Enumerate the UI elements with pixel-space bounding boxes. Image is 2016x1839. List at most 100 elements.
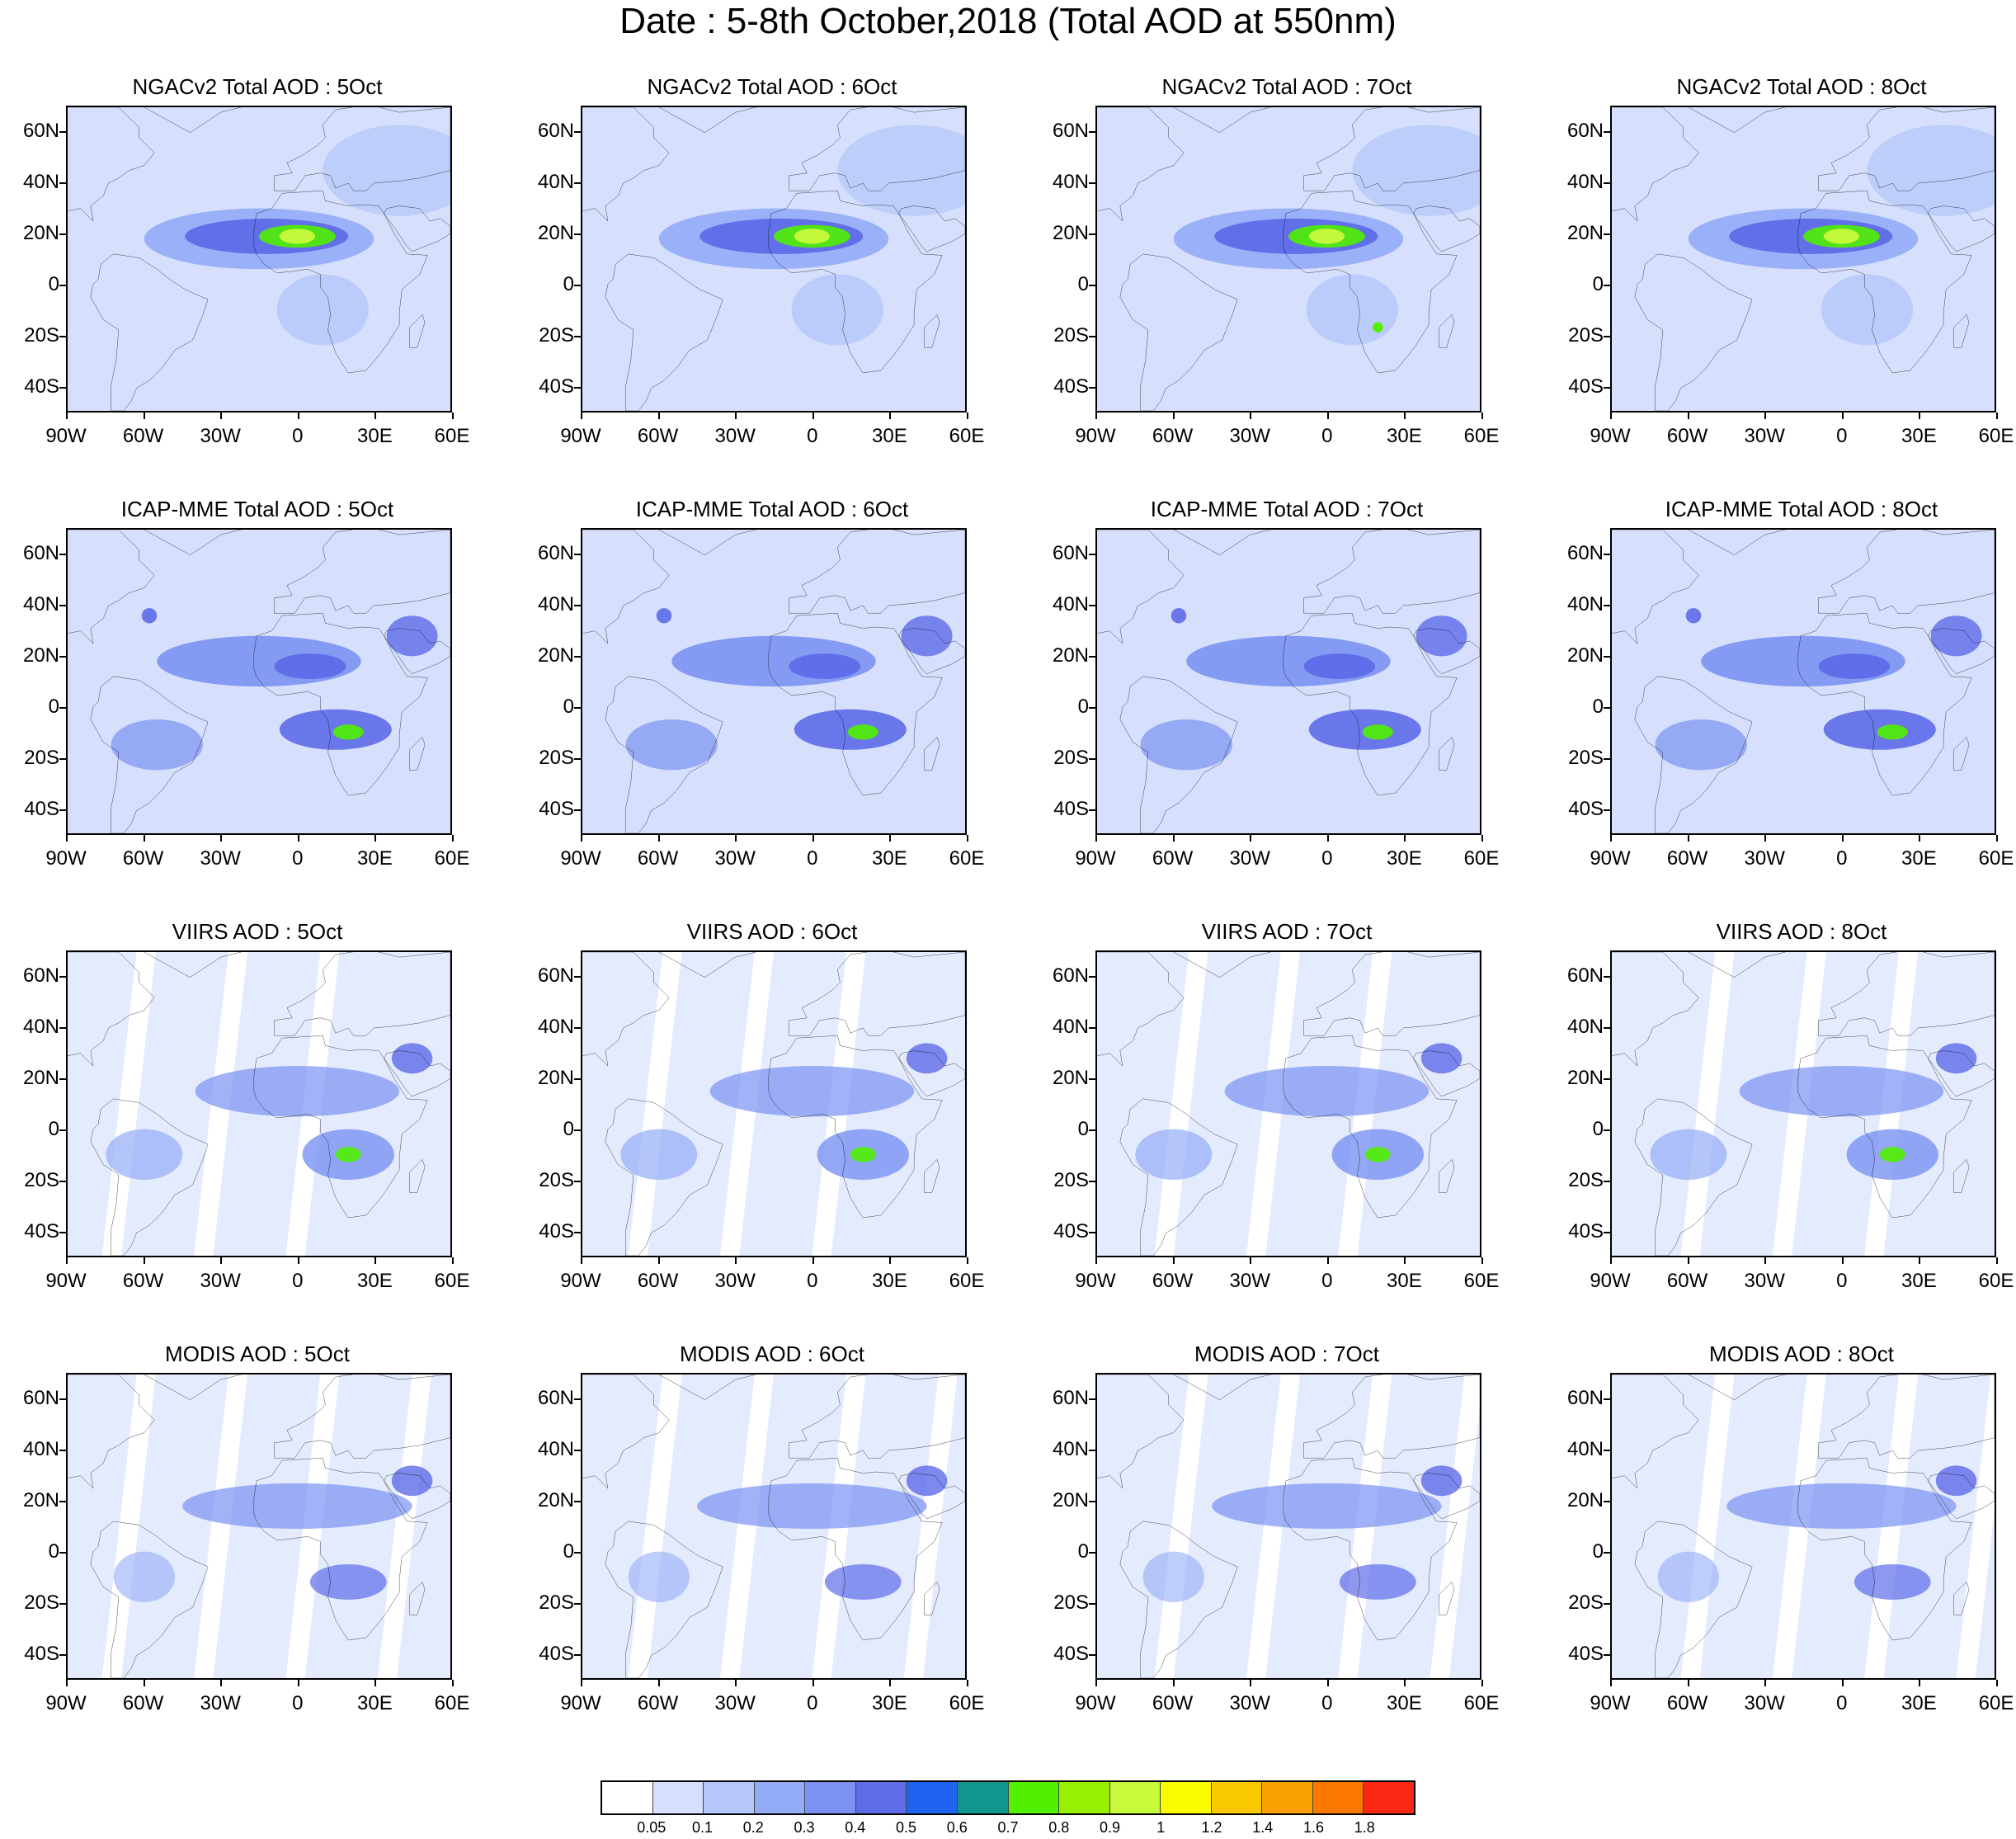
lat-tick-label: 40N (1566, 1438, 1604, 1460)
coastline (1439, 737, 1454, 770)
aod-plume (141, 608, 158, 624)
lat-tick (1604, 1027, 1610, 1029)
lon-tick (812, 413, 814, 419)
lat-tick (59, 387, 66, 389)
lon-tick (452, 1257, 454, 1264)
lon-tick (889, 413, 892, 419)
lat-tick (59, 1552, 66, 1554)
aod-plume (1867, 125, 1995, 216)
lat-tick-label: 0 (1592, 1540, 1604, 1563)
lat-tick-label: 40N (1566, 1016, 1604, 1038)
coastline (1953, 1582, 1969, 1615)
lat-tick-label: 20S (24, 1169, 59, 1191)
lat-tick (1089, 233, 1095, 235)
lon-tick (889, 835, 892, 842)
lat-tick (1604, 1450, 1610, 1451)
lon-tick-label: 90W (45, 847, 87, 870)
lon-tick (967, 413, 968, 419)
lat-tick-label: 40S (24, 1643, 59, 1665)
lon-tick-label: 30W (1229, 1692, 1270, 1714)
map-panel: MODIS AOD : 6Oct 60N 40N 20N 0 20S 40S 90W 60W 30… (515, 1340, 1029, 1752)
lat-tick (574, 1501, 581, 1502)
coastline (254, 1035, 427, 1218)
lat-tick (1089, 1552, 1095, 1554)
map-panel: MODIS AOD : 7Oct 60N 40N 20N 0 20S 40S 90W 60W 30… (1029, 1340, 1544, 1752)
aod-plume (309, 1564, 387, 1600)
lat-tick-label: 60N (537, 120, 574, 142)
lon-tick (1919, 413, 1921, 419)
lat-tick (1089, 285, 1095, 286)
lon-tick-label: 30E (357, 847, 393, 870)
aod-plume (1655, 719, 1747, 771)
lon-tick (657, 835, 660, 842)
lat-tick-label: 20N (1052, 644, 1089, 667)
lat-tick (1604, 758, 1610, 760)
lat-tick-label: 0 (563, 1118, 574, 1140)
panel-title: VIIRS AOD : 6Oct (686, 919, 858, 944)
lat-tick-label: 60N (537, 964, 574, 987)
lat-tick (1089, 1181, 1095, 1182)
map-plot-area (1610, 1373, 1996, 1680)
coastline (1120, 1099, 1237, 1256)
lat-tick-label: 20S (24, 1591, 59, 1614)
colorbar-swatch (1312, 1782, 1364, 1813)
swath-gap (903, 1375, 958, 1678)
lon-tick (967, 1680, 968, 1686)
coastline (1284, 191, 1457, 373)
lat-tick (1604, 1603, 1610, 1605)
lon-tick-label: 60W (1152, 425, 1194, 447)
lat-tick (574, 1398, 581, 1400)
aod-map (582, 107, 965, 411)
aod-plume (276, 274, 370, 346)
coastline (899, 1474, 965, 1519)
coastline (409, 1159, 425, 1192)
lat-tick-label: 20S (1053, 324, 1089, 347)
lon-tick-label: 30W (1744, 1692, 1785, 1714)
lon-tick-label: 60W (1152, 1692, 1194, 1714)
lat-tick (1089, 656, 1095, 658)
panel-title: NGACv2 Total AOD : 6Oct (647, 74, 897, 99)
lat-tick-label: 40S (539, 375, 574, 398)
lon-tick (657, 413, 660, 419)
lon-tick (889, 1680, 892, 1686)
lon-tick (220, 835, 223, 842)
coastline (1097, 107, 1184, 221)
coastline (659, 952, 756, 978)
lat-tick (59, 707, 66, 709)
coastline (924, 737, 940, 770)
swath-gap (1246, 1375, 1300, 1678)
lon-tick (452, 413, 454, 419)
lat-tick (574, 605, 581, 606)
lat-tick (59, 336, 66, 337)
swath-gap (1154, 952, 1208, 1256)
coastline (1414, 629, 1480, 674)
lon-tick (1919, 1257, 1921, 1264)
colorbar-swatch (754, 1782, 806, 1813)
coastline (582, 1375, 669, 1488)
lat-tick-label: 40N (22, 1016, 59, 1038)
coastline (1174, 107, 1271, 133)
lat-tick (1089, 605, 1095, 606)
lon-tick-label: 0 (1321, 425, 1333, 447)
lat-tick-label: 20N (537, 644, 574, 667)
lat-tick (59, 1603, 66, 1605)
aod-plume (1650, 1129, 1727, 1180)
lon-tick (1764, 1257, 1767, 1264)
colorbar-label: 1.8 (1354, 1819, 1375, 1836)
lon-tick-label: 30E (1387, 425, 1422, 447)
lat-tick-label: 20N (1052, 1489, 1089, 1511)
coastline (605, 677, 723, 833)
colorbar-swatch (1211, 1782, 1263, 1813)
coastline (1798, 613, 1971, 795)
lon-tick (735, 1680, 737, 1686)
lon-tick-label: 0 (1321, 1270, 1333, 1292)
swath-gap (101, 952, 156, 1256)
coastline (144, 1375, 242, 1400)
lon-tick-label: 30E (357, 425, 393, 447)
lat-tick (59, 1398, 66, 1400)
aod-plume (1420, 1043, 1463, 1074)
lon-tick (1095, 1680, 1097, 1686)
lon-tick-label: 60W (122, 425, 164, 447)
lat-tick (1604, 809, 1610, 811)
lon-tick-label: 60W (1666, 425, 1708, 447)
